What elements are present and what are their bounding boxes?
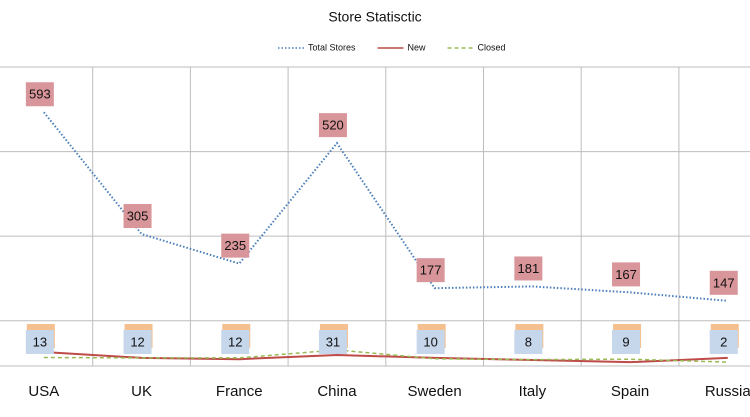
value-label: 12 [228, 334, 242, 349]
x-tick-label: UK [131, 383, 152, 400]
value-label: 235 [224, 238, 246, 253]
x-tick-label: Sweden [408, 383, 462, 400]
x-tick-label: USA [28, 383, 59, 400]
value-label: 305 [127, 208, 149, 223]
value-label-box [416, 330, 445, 354]
x-tick-label: France [216, 383, 263, 400]
value-label: 593 [29, 87, 51, 102]
value-label-box [221, 330, 250, 354]
x-tick-label: Spain [611, 383, 649, 400]
value-label: 177 [420, 263, 442, 278]
value-label-box [25, 82, 54, 107]
value-label-box [221, 233, 250, 258]
chart-title: Store Statisctic [328, 9, 421, 25]
legend-label: New [408, 42, 427, 52]
value-label-box [318, 330, 347, 354]
legend: Total Stores New Closed [278, 42, 506, 52]
value-label: 147 [713, 275, 735, 290]
legend-label: Closed [478, 42, 506, 52]
value-label-box [123, 330, 152, 354]
value-label-box [514, 256, 543, 281]
value-label: 167 [615, 267, 637, 282]
value-label: 12 [130, 334, 144, 349]
value-label: 2 [720, 334, 727, 349]
value-label-box [123, 204, 152, 229]
value-label-box [318, 113, 347, 138]
value-label: 9 [622, 334, 629, 349]
x-tick-label: China [317, 383, 357, 400]
value-label: 181 [517, 261, 539, 276]
x-tick-label: Italy [519, 383, 547, 400]
value-label: 10 [423, 334, 437, 349]
value-label-box [709, 270, 738, 295]
value-label: 520 [322, 118, 344, 133]
legend-label: Total Stores [308, 42, 356, 52]
value-label: 31 [326, 334, 340, 349]
series-line [43, 111, 728, 302]
value-label-box [709, 330, 738, 354]
value-label: 13 [33, 334, 47, 349]
value-label: 8 [525, 334, 532, 349]
x-tick-label: Russia [705, 383, 750, 400]
series-line [43, 349, 728, 363]
value-label-box [514, 330, 543, 354]
value-label-box [416, 258, 445, 283]
value-label-box [612, 262, 641, 287]
value-label-box [25, 330, 54, 354]
value-label-box [612, 330, 641, 354]
